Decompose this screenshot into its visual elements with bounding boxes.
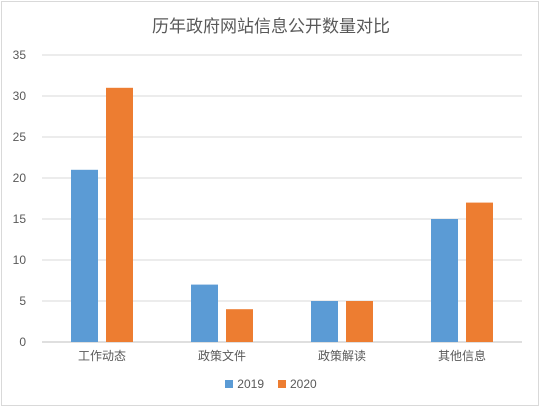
bar-2020-3: [346, 301, 373, 342]
y-tick-label: 20: [13, 171, 27, 185]
bar-2019-2: [191, 284, 218, 342]
bar-2020-4: [466, 202, 493, 342]
y-tick-label: 25: [13, 130, 27, 144]
legend: 2019 2020: [0, 377, 542, 391]
x-category-label: 政策解读: [318, 349, 366, 363]
y-tick-label: 35: [13, 48, 27, 62]
bar-2019-4: [431, 219, 458, 342]
x-category-label: 工作动态: [78, 349, 126, 363]
chart-title: 历年政府网站信息公开数量对比: [152, 17, 390, 37]
legend-item-2020: 2020: [278, 377, 317, 391]
y-tick-label: 30: [13, 89, 27, 103]
legend-swatch-2020: [278, 380, 286, 388]
y-tick-label: 5: [19, 294, 26, 308]
bar-2020-2: [226, 309, 253, 342]
x-category-label: 政策文件: [198, 348, 246, 363]
x-category-label: 其他信息: [438, 348, 486, 363]
bar-2019-3: [311, 301, 338, 342]
y-tick-label: 10: [13, 253, 27, 267]
legend-swatch-2019: [225, 380, 234, 388]
bar-2020-1: [106, 87, 133, 342]
y-tick-label: 15: [13, 212, 27, 226]
legend-label-2019: 2019: [237, 377, 264, 391]
legend-item-2019: 2019: [225, 377, 264, 391]
y-tick-label: 0: [19, 335, 26, 349]
bar-2019-1: [71, 169, 98, 342]
legend-label-2020: 2020: [290, 377, 317, 391]
